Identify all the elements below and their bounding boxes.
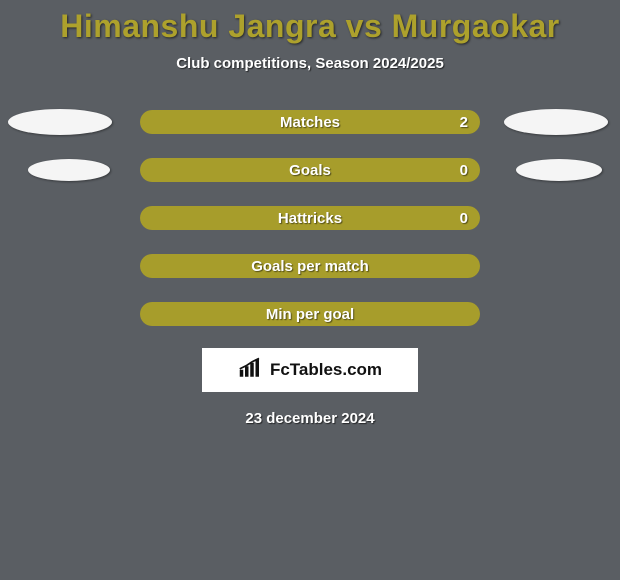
stat-value: 2 [460,110,468,134]
stat-label: Min per goal [140,302,480,326]
stat-bar: Min per goal [140,302,480,326]
left-player-marker [8,109,112,135]
left-player-marker [28,159,110,181]
brand-badge[interactable]: FcTables.com [202,348,418,392]
stat-row-goals-per-match: Goals per match [0,254,620,278]
stat-value: 0 [460,158,468,182]
subtitle: Club competitions, Season 2024/2025 [0,55,620,72]
stat-row-matches: Matches 2 [0,110,620,134]
stat-label: Hattricks [140,206,480,230]
stat-label: Goals per match [140,254,480,278]
date-label: 23 december 2024 [0,410,620,427]
stat-label: Goals [140,158,480,182]
stat-value: 0 [460,206,468,230]
right-player-marker [516,159,602,181]
brand-name: FcTables.com [270,360,382,380]
stats-container: Matches 2 Goals 0 Hattricks 0 Goals per … [0,110,620,326]
stat-bar: Hattricks 0 [140,206,480,230]
stat-bar: Matches 2 [140,110,480,134]
stat-bar: Goals 0 [140,158,480,182]
chart-icon [238,357,266,384]
stat-row-hattricks: Hattricks 0 [0,206,620,230]
stat-row-goals: Goals 0 [0,158,620,182]
page-title: Himanshu Jangra vs Murgaokar [0,0,620,45]
stat-row-min-per-goal: Min per goal [0,302,620,326]
stat-label: Matches [140,110,480,134]
stat-bar: Goals per match [140,254,480,278]
right-player-marker [504,109,608,135]
